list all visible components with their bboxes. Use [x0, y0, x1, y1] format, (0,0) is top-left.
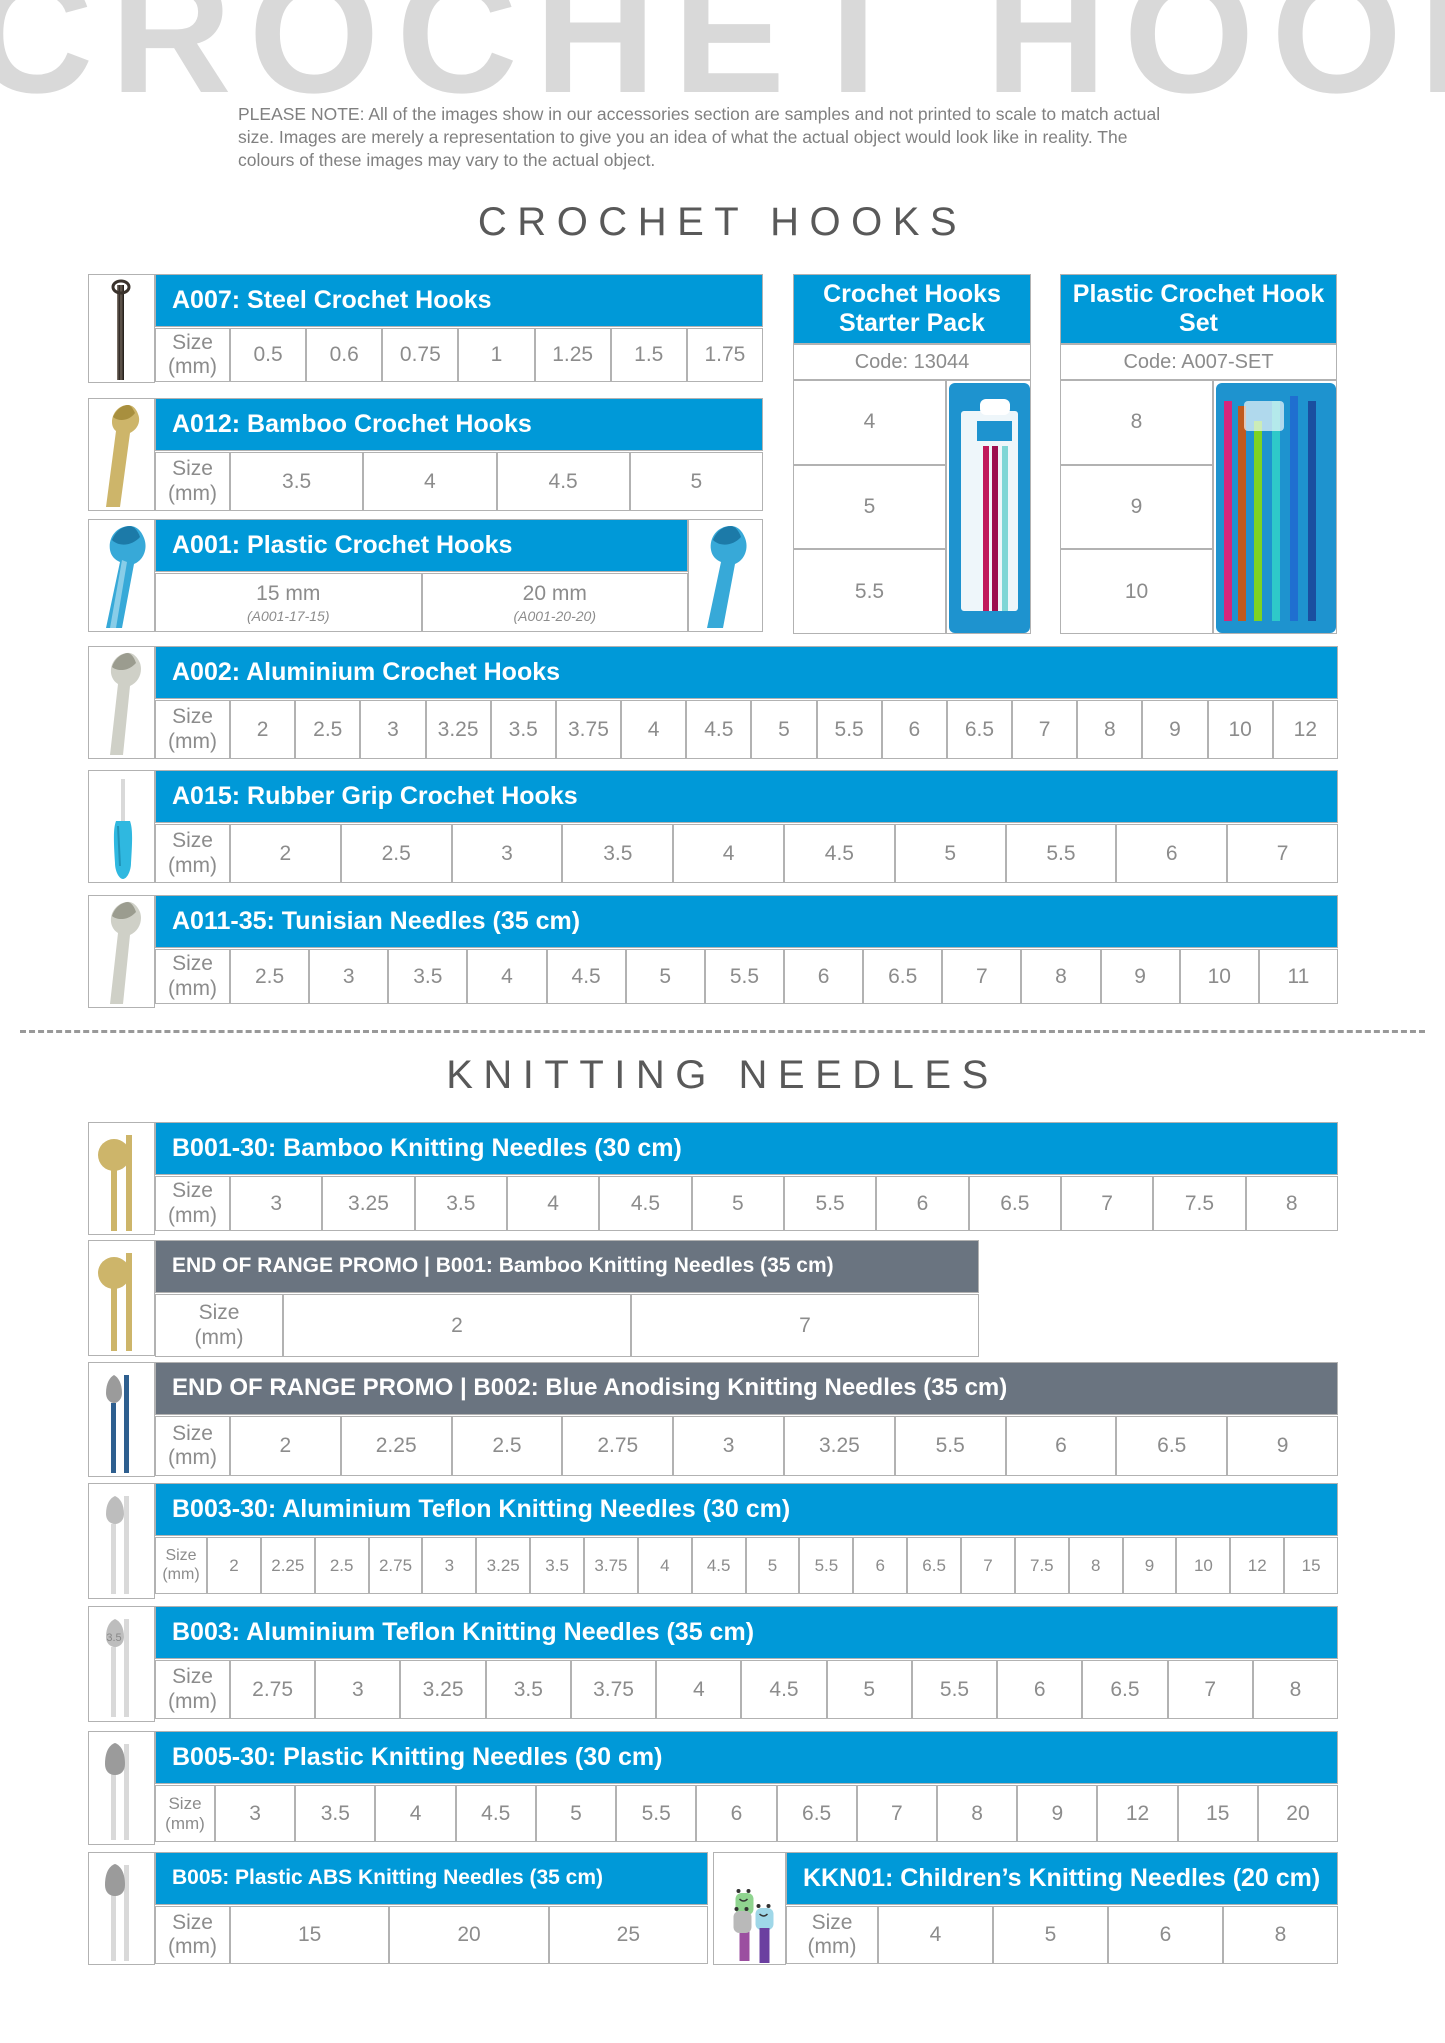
svg-text:3.5: 3.5: [106, 1632, 121, 1644]
